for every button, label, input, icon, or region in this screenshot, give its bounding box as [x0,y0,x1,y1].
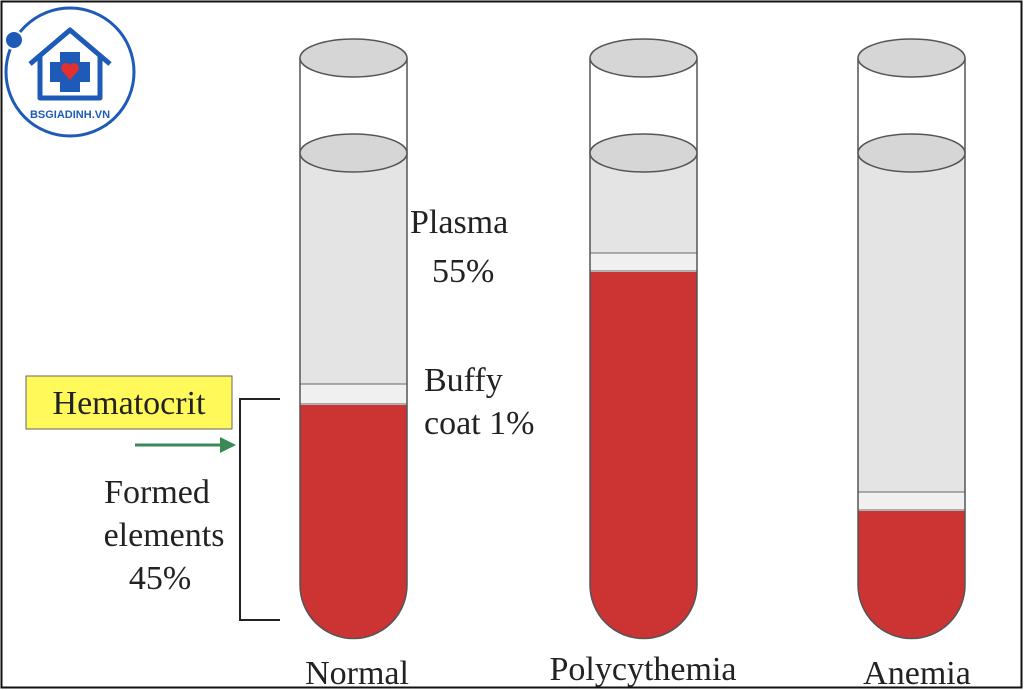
red-cells [858,511,965,639]
tube-rim [299,38,408,78]
hematocrit-label: Hematocrit [53,385,206,422]
logo-dot [4,30,24,50]
logo-text: BSGIADINH.VN [30,109,110,121]
tube-wall [299,58,408,640]
plasma-surface [857,133,966,173]
tube-wall [857,58,966,640]
tube-rim [589,38,698,78]
hematocrit-box [25,375,233,430]
formed-label: elements [104,517,225,554]
logo: BSGIADINH.VN [4,6,136,138]
plasma-label: Plasma [410,204,508,241]
plasma-percent: 55% [432,253,494,290]
plasma [858,153,965,493]
logo-heart [61,63,79,80]
arrow-head [220,437,236,453]
formed-label: Formed [104,474,210,511]
formed-percent: 45% [129,560,191,597]
plasma [300,153,407,385]
tube-label: Polycythemia [550,651,737,688]
buffy-coat [299,383,408,405]
bracket [239,398,280,621]
tube-anemia [857,38,966,640]
tube-rim [857,38,966,78]
tube-normal [299,38,408,640]
tube-polycythemia [589,38,698,640]
plasma-surface [299,133,408,173]
tube-label: Anemia [863,655,971,690]
plasma-surface [589,133,698,173]
tube-label: Normal [305,655,409,690]
buffy-label: Buffy [424,362,503,399]
logo-house [28,27,112,101]
buffy-percent: coat 1% [424,405,534,442]
tube-wall [589,58,698,640]
buffy-coat [589,252,698,272]
buffy-coat [857,491,966,511]
red-cells [300,405,407,639]
red-cells [590,272,697,639]
